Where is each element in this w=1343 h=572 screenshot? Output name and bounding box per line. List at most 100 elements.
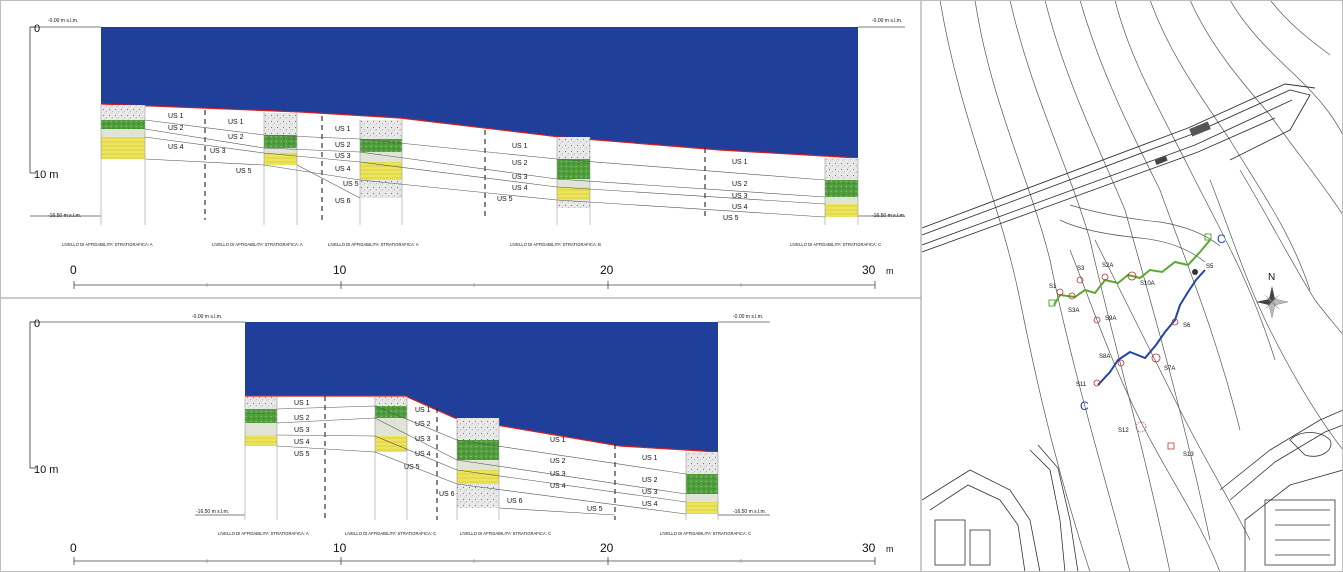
- north-label: N: [1268, 272, 1275, 283]
- unit-label: US 6: [439, 491, 455, 498]
- borehole-column: [457, 418, 499, 508]
- depth-ten-label: 10 m: [34, 464, 58, 476]
- section-marker-label: C: [1080, 399, 1089, 413]
- seabed-line: [100, 103, 859, 159]
- unit-label: US 2: [168, 125, 184, 132]
- unit-label: US 2: [512, 160, 528, 167]
- unit-label: US 6: [507, 498, 523, 505]
- harbour-structure: [1219, 409, 1342, 571]
- unit-label: US 1: [335, 126, 351, 133]
- unit-label: US 1: [415, 407, 431, 414]
- bottom-cross-section: 0 10 m -0.00 m s.l.m. -0.00 m s.l.m. -16…: [29, 314, 894, 565]
- reliability-note: LIVELLO DI AFFIDABILITA' STRATIGRAFICA: …: [328, 242, 419, 247]
- bathymetric-contours: [939, 1, 1342, 571]
- top-cross-section: 0 10 m -0.00 m s.l.m. -0.00 m s.l.m. -16…: [29, 18, 905, 289]
- distance-tick-10: 10: [333, 541, 347, 555]
- level-right-top: -0.00 m s.l.m.: [733, 314, 763, 320]
- section-marker-label: C: [1217, 232, 1226, 246]
- borehole-marker: S5: [1192, 264, 1214, 275]
- level-right-bottom: -16.50 m s.l.m.: [872, 213, 905, 219]
- distance-tick-0: 0: [70, 263, 77, 277]
- distance-unit: m: [886, 544, 894, 554]
- level-left-top: -0.00 m s.l.m.: [48, 18, 78, 24]
- depth-zero-label: 0: [34, 23, 40, 35]
- borehole-column: [557, 137, 590, 208]
- breakwater: [922, 83, 1316, 253]
- unit-label: US 2: [550, 458, 566, 465]
- depth-ten-label: 10 m: [34, 169, 58, 181]
- level-left-top: -0.00 m s.l.m.: [192, 314, 222, 320]
- reliability-note: LIVELLO DI AFFIDABILITA' STRATIGRAFICA: …: [510, 242, 601, 247]
- unit-label: US 5: [497, 196, 513, 203]
- unit-label: US 1: [550, 437, 566, 444]
- distance-unit: m: [886, 266, 894, 276]
- unit-label: US 3: [642, 489, 658, 496]
- unit-label: US 2: [415, 421, 431, 428]
- borehole-column: [264, 113, 297, 165]
- unit-label: US 4: [294, 439, 310, 446]
- unit-label: US 1: [294, 400, 310, 407]
- distance-axis: 0 10 20 30 m: [70, 263, 894, 289]
- compass-rose: N: [1256, 272, 1289, 319]
- borehole-column: [825, 158, 858, 217]
- unit-label: US 3: [512, 174, 528, 181]
- distance-axis: 0 10 20 30 m: [70, 541, 894, 565]
- borehole-marker: S1: [1049, 284, 1064, 296]
- borehole-label: S2A: [1102, 263, 1113, 269]
- unit-label: US 5: [404, 464, 420, 471]
- unit-labels: US 1 US 2 US 3 US 4 US 5 US 1 US 2 US 3 …: [294, 400, 658, 513]
- unit-label: US 4: [732, 204, 748, 211]
- unit-label: US 3: [550, 471, 566, 478]
- unit-label: US 4: [550, 483, 566, 490]
- unit-label: US 3: [210, 148, 226, 155]
- unit-label: US 1: [642, 455, 658, 462]
- depth-zero-label: 0: [34, 318, 40, 330]
- water-body: [245, 322, 718, 452]
- unit-label: US 5: [587, 506, 603, 513]
- unit-label: US 4: [512, 185, 528, 192]
- distance-tick-0: 0: [70, 541, 77, 555]
- unit-label: US 3: [415, 436, 431, 443]
- reliability-notes: LIVELLO DI AFFIDABILITA' STRATIGRAFICA: …: [62, 242, 881, 247]
- borehole-marker: S9A: [1093, 316, 1116, 324]
- borehole-marker: S3: [1076, 266, 1085, 284]
- borehole-column: [360, 120, 402, 198]
- unit-label: US 4: [335, 166, 351, 173]
- borehole-label: S12: [1118, 428, 1129, 434]
- borehole-marker: S12: [1118, 421, 1147, 434]
- unit-label: US 5: [294, 451, 310, 458]
- borehole-label: S3: [1077, 266, 1085, 272]
- borehole-marker: S3A: [1068, 292, 1079, 314]
- borehole-marker: S13: [1167, 442, 1194, 458]
- unit-label: US 6: [335, 198, 351, 205]
- water-body: [101, 27, 858, 158]
- unit-label: US 2: [642, 477, 658, 484]
- unit-label: US 5: [343, 181, 359, 188]
- unit-label: US 3: [732, 193, 748, 200]
- borehole-label: S10A: [1140, 281, 1155, 287]
- distance-tick-20: 20: [600, 263, 614, 277]
- seabed-line: [245, 395, 719, 453]
- depth-scale: 0 10 m: [29, 318, 58, 476]
- borehole-marker: S10A: [1127, 271, 1155, 287]
- borehole-column: [101, 105, 145, 159]
- reliability-note: LIVELLO DI AFFIDABILITA' STRATIGRAFICA: …: [212, 242, 303, 247]
- borehole-label: S11: [1076, 382, 1087, 388]
- borehole-label: S1: [1049, 284, 1057, 290]
- borehole-label: S3A: [1068, 308, 1079, 314]
- level-left-bottom: -16.50 m s.l.m.: [48, 213, 81, 219]
- borehole-label: S6: [1183, 323, 1191, 329]
- unit-labels: US 1 US 2 US 4 US 1 US 2 US 3 US 5 US 1 …: [168, 113, 748, 222]
- unit-label: US 4: [415, 451, 431, 458]
- depth-scale: 0 10 m: [29, 23, 58, 181]
- level-left-bottom: -16.50 m s.l.m.: [196, 509, 229, 515]
- unit-label: US 2: [732, 181, 748, 188]
- borehole-marker: S7A: [1151, 353, 1175, 372]
- distance-tick-30: 30: [862, 541, 876, 555]
- level-right-bottom: -16.50 m s.l.m.: [733, 509, 766, 515]
- borehole-marker: S6: [1171, 318, 1191, 329]
- reliability-note: LIVELLO DI AFFIDABILITA' STRATIGRAFICA: …: [660, 531, 751, 536]
- level-right-top: -0.00 m s.l.m.: [872, 18, 902, 24]
- unit-label: US 3: [335, 153, 351, 160]
